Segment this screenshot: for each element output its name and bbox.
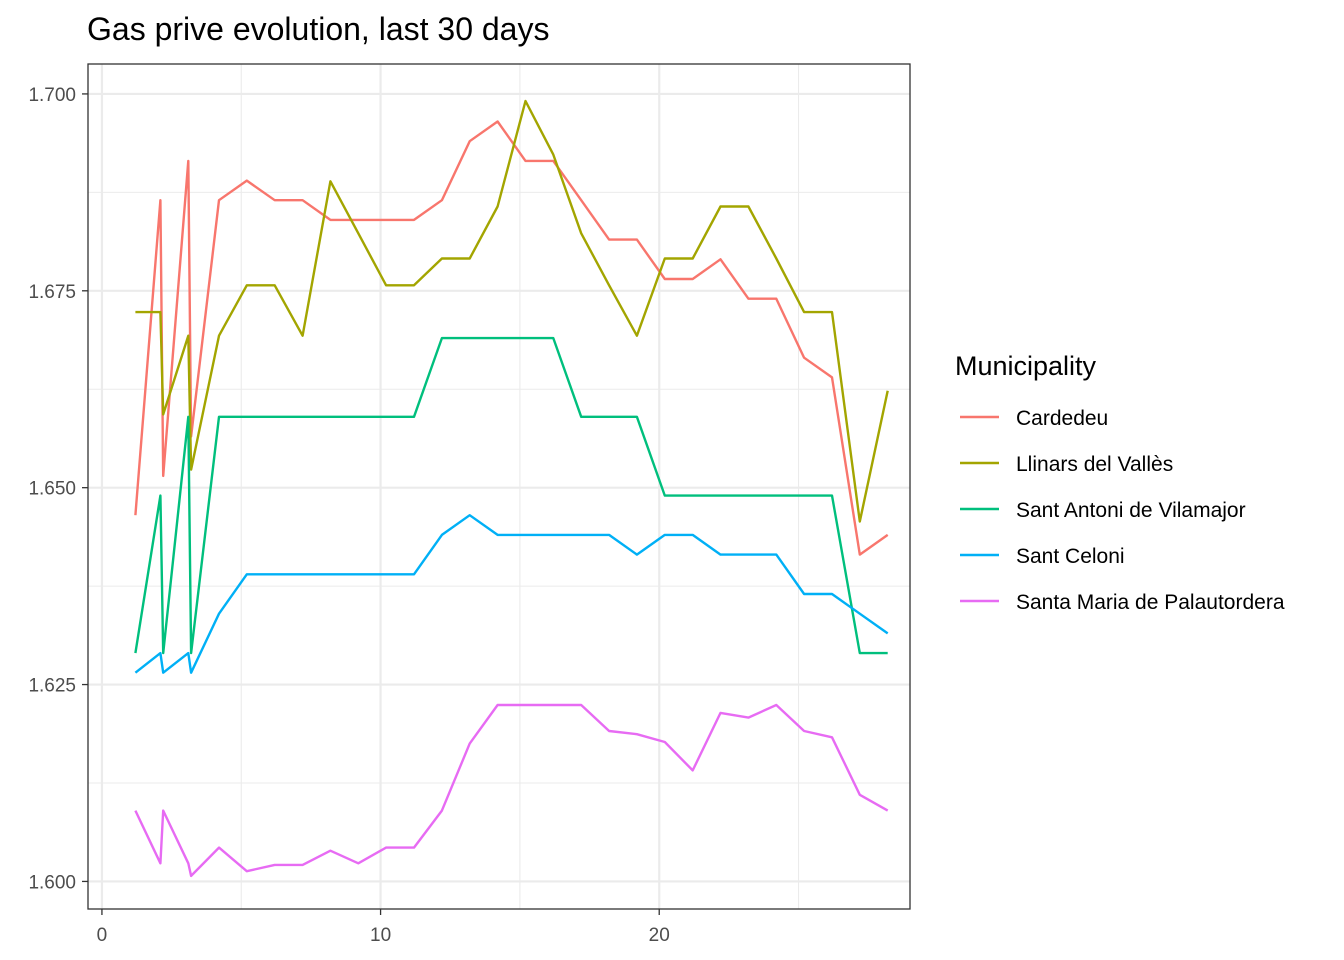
legend: Municipality Cardedeu Llinars del Vallès Sa… xyxy=(955,351,1285,614)
series-line-3 xyxy=(134,514,889,674)
x-tick-label: 20 xyxy=(649,925,670,946)
legend-label: Sant Antoni de Vilamajor xyxy=(1016,499,1246,522)
legend-label: Sant Celoni xyxy=(1016,545,1125,568)
y-tick-label: 1.675 xyxy=(28,282,76,303)
series-line-1 xyxy=(135,99,889,523)
x-tick-label: 10 xyxy=(370,925,391,946)
plot-area: 1.600 1.625 1.650 1.675 1.700 0 10 20 xyxy=(28,63,911,946)
y-tick-label: 1.600 xyxy=(28,872,76,893)
legend-title: Municipality xyxy=(955,351,1097,381)
legend-label: Llinars del Vallès xyxy=(1016,453,1173,476)
series-line-2 xyxy=(134,336,888,655)
chart-title: Gas prive evolution, last 30 days xyxy=(87,11,549,47)
legend-label: Cardedeu xyxy=(1016,407,1108,430)
panel-border xyxy=(87,63,911,910)
x-tick-label: 0 xyxy=(97,925,108,946)
legend-label: Santa Maria de Palautordera xyxy=(1016,591,1285,614)
y-tick-label: 1.625 xyxy=(28,676,76,697)
series-line-4 xyxy=(134,703,889,878)
y-tick-label: 1.650 xyxy=(28,479,76,500)
y-tick-label: 1.700 xyxy=(28,85,76,106)
series-line-0 xyxy=(134,120,889,556)
